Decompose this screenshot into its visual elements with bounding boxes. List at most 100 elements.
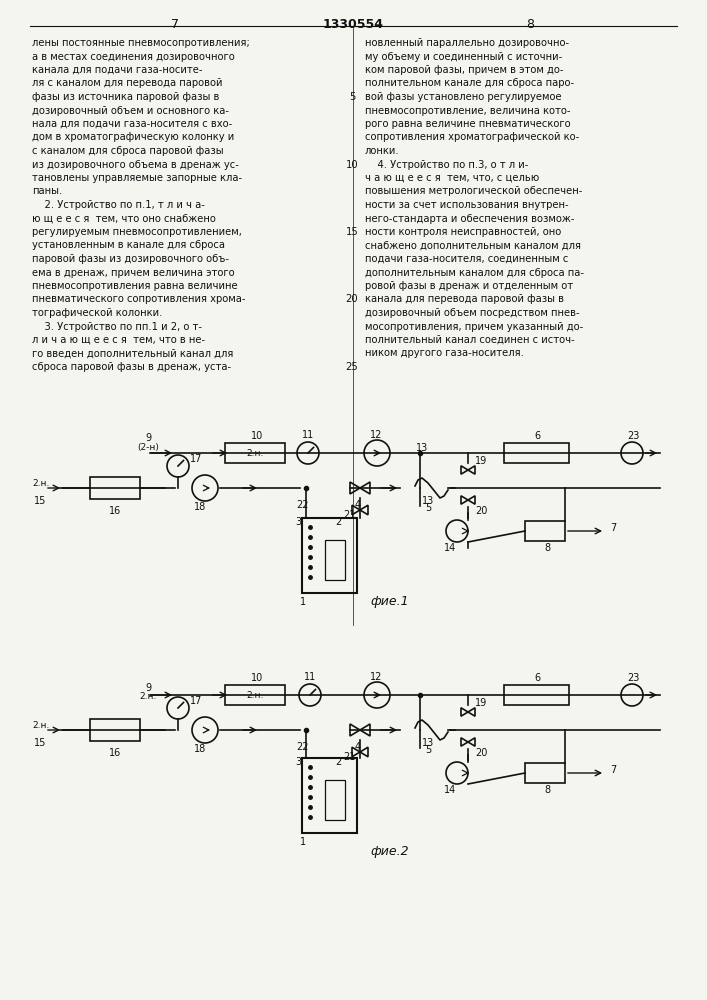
Text: 22: 22 bbox=[297, 742, 309, 752]
Bar bbox=[505, 685, 570, 705]
Text: 3: 3 bbox=[295, 517, 301, 527]
Text: 12: 12 bbox=[370, 672, 382, 682]
Text: 7: 7 bbox=[610, 523, 617, 533]
Text: установленным в канале для сброса: установленным в канале для сброса bbox=[32, 240, 225, 250]
Text: 25: 25 bbox=[346, 362, 358, 372]
Text: из дозировочного объема в дренаж ус-: из дозировочного объема в дренаж ус- bbox=[32, 159, 239, 169]
Text: 2.н.: 2.н. bbox=[246, 690, 264, 700]
Text: полнительный канал соединен с источ-: полнительный канал соединен с источ- bbox=[365, 335, 575, 345]
Text: 2: 2 bbox=[335, 757, 341, 767]
Bar bbox=[90, 477, 140, 499]
Text: 10: 10 bbox=[251, 431, 263, 441]
Text: 11: 11 bbox=[302, 430, 314, 440]
Text: фазы из источника паровой фазы в: фазы из источника паровой фазы в bbox=[32, 92, 219, 102]
Text: пневмосопротивления равна величине: пневмосопротивления равна величине bbox=[32, 281, 238, 291]
Text: 8: 8 bbox=[544, 543, 550, 553]
Text: ч а ю щ е е с я  тем, что, с целью: ч а ю щ е е с я тем, что, с целью bbox=[365, 173, 539, 183]
Text: 1: 1 bbox=[300, 837, 306, 847]
Text: 8: 8 bbox=[544, 785, 550, 795]
Bar bbox=[505, 443, 570, 463]
Text: полнительном канале для сброса паро-: полнительном канале для сброса паро- bbox=[365, 79, 574, 89]
Text: ности контроля неисправностей, оно: ности контроля неисправностей, оно bbox=[365, 227, 561, 237]
Text: 7: 7 bbox=[610, 765, 617, 775]
Text: л и ч а ю щ е е с я  тем, что в не-: л и ч а ю щ е е с я тем, что в не- bbox=[32, 335, 205, 345]
Text: ровой фазы в дренаж и отделенным от: ровой фазы в дренаж и отделенным от bbox=[365, 281, 573, 291]
Text: 13: 13 bbox=[422, 496, 434, 506]
Bar bbox=[225, 685, 285, 705]
Bar bbox=[225, 443, 285, 463]
Text: ником другого газа-носителя.: ником другого газа-носителя. bbox=[365, 349, 524, 359]
Text: 10: 10 bbox=[251, 673, 263, 683]
Text: 8: 8 bbox=[526, 18, 534, 31]
Text: 19: 19 bbox=[475, 698, 487, 708]
Text: 18: 18 bbox=[194, 744, 206, 754]
Text: повышения метрологической обеспечен-: повышения метрологической обеспечен- bbox=[365, 186, 583, 196]
Text: 4. Устройство по п.3, о т л и-: 4. Устройство по п.3, о т л и- bbox=[365, 159, 528, 169]
Text: 5: 5 bbox=[425, 745, 431, 755]
Text: нала для подачи газа-носителя с вхо-: нала для подачи газа-носителя с вхо- bbox=[32, 119, 233, 129]
Text: снабжено дополнительным каналом для: снабжено дополнительным каналом для bbox=[365, 240, 581, 250]
Text: 13: 13 bbox=[422, 738, 434, 748]
Text: 20: 20 bbox=[346, 294, 358, 304]
Text: дозировочный объем посредством пнев-: дозировочный объем посредством пнев- bbox=[365, 308, 580, 318]
Text: 3: 3 bbox=[295, 757, 301, 767]
Text: дом в хроматографическую колонку и: дом в хроматографическую колонку и bbox=[32, 132, 234, 142]
Text: с каналом для сброса паровой фазы: с каналом для сброса паровой фазы bbox=[32, 146, 223, 156]
Text: него-стандарта и обеспечения возмож-: него-стандарта и обеспечения возмож- bbox=[365, 214, 575, 224]
Text: 15: 15 bbox=[346, 227, 358, 237]
Text: 2.н.: 2.н. bbox=[246, 448, 264, 458]
Text: 15: 15 bbox=[34, 738, 46, 748]
Text: 2.н.: 2.н. bbox=[139, 692, 157, 701]
Text: 13: 13 bbox=[416, 443, 428, 453]
Text: 5: 5 bbox=[425, 503, 431, 513]
Text: го введен дополнительный канал для: го введен дополнительный канал для bbox=[32, 349, 233, 359]
Text: 2.н.: 2.н. bbox=[32, 479, 49, 488]
Text: тографической колонки.: тографической колонки. bbox=[32, 308, 163, 318]
Text: 4: 4 bbox=[355, 742, 361, 752]
Text: 11: 11 bbox=[304, 672, 316, 682]
Text: 1330554: 1330554 bbox=[322, 18, 383, 31]
Text: канала для перевода паровой фазы в: канала для перевода паровой фазы в bbox=[365, 294, 564, 304]
Text: 22: 22 bbox=[297, 500, 309, 510]
Text: 20: 20 bbox=[475, 748, 487, 758]
Text: 6: 6 bbox=[534, 673, 540, 683]
Text: пневмосопротивление, величина кото-: пневмосопротивление, величина кото- bbox=[365, 105, 571, 115]
Text: регулируемым пневмосопротивлением,: регулируемым пневмосопротивлением, bbox=[32, 227, 242, 237]
Text: (2-н): (2-н) bbox=[137, 443, 159, 452]
Text: мосопротивления, причем указанный до-: мосопротивления, причем указанный до- bbox=[365, 322, 583, 332]
Bar bbox=[325, 780, 345, 820]
Text: 19: 19 bbox=[475, 456, 487, 466]
Text: паны.: паны. bbox=[32, 186, 62, 196]
Text: вой фазы установлено регулируемое: вой фазы установлено регулируемое bbox=[365, 92, 561, 102]
Text: сопротивления хроматографической ко-: сопротивления хроматографической ко- bbox=[365, 132, 579, 142]
Bar bbox=[325, 540, 345, 580]
Text: ю щ е е с я  тем, что оно снабжено: ю щ е е с я тем, что оно снабжено bbox=[32, 214, 216, 224]
Bar bbox=[90, 719, 140, 741]
Text: пневматического сопротивления хрома-: пневматического сопротивления хрома- bbox=[32, 294, 245, 304]
Text: дополнительным каналом для сброса па-: дополнительным каналом для сброса па- bbox=[365, 267, 584, 277]
Text: 17: 17 bbox=[190, 696, 202, 706]
Text: 16: 16 bbox=[109, 748, 121, 758]
Text: 3. Устройство по пп.1 и 2, о т-: 3. Устройство по пп.1 и 2, о т- bbox=[32, 322, 202, 332]
Text: тановлены управляемые запорные кла-: тановлены управляемые запорные кла- bbox=[32, 173, 242, 183]
Text: рого равна величине пневматического: рого равна величине пневматического bbox=[365, 119, 571, 129]
Text: 7: 7 bbox=[171, 18, 179, 31]
Text: 4: 4 bbox=[355, 500, 361, 510]
Text: паровой фазы из дозировочного объ-: паровой фазы из дозировочного объ- bbox=[32, 254, 229, 264]
Text: ема в дренаж, причем величина этого: ема в дренаж, причем величина этого bbox=[32, 267, 235, 277]
Text: сброса паровой фазы в дренаж, уста-: сброса паровой фазы в дренаж, уста- bbox=[32, 362, 231, 372]
Bar bbox=[525, 521, 565, 541]
Text: фие.2: фие.2 bbox=[370, 845, 409, 858]
Text: дозировочный объем и основного ка-: дозировочный объем и основного ка- bbox=[32, 105, 229, 115]
Text: 21: 21 bbox=[344, 752, 356, 762]
Text: фие.1: фие.1 bbox=[370, 595, 409, 608]
Bar bbox=[525, 763, 565, 783]
Text: 16: 16 bbox=[109, 506, 121, 516]
Text: 14: 14 bbox=[444, 785, 456, 795]
Text: му объему и соединенный с источни-: му объему и соединенный с источни- bbox=[365, 51, 562, 62]
Text: 9: 9 bbox=[145, 683, 151, 693]
Text: 17: 17 bbox=[190, 454, 202, 464]
Text: ком паровой фазы, причем в этом до-: ком паровой фазы, причем в этом до- bbox=[365, 65, 563, 75]
Text: 12: 12 bbox=[370, 430, 382, 440]
Text: 15: 15 bbox=[34, 496, 46, 506]
